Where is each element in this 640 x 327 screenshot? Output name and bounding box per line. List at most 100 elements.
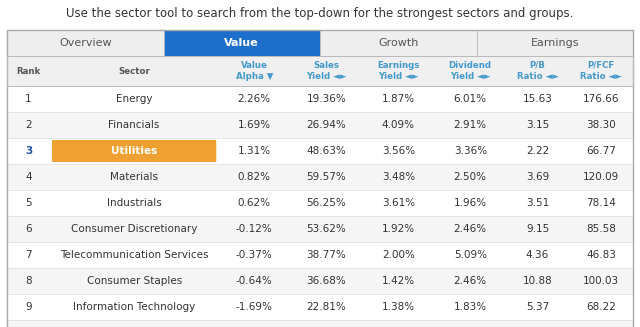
Text: 0.62%: 0.62% bbox=[238, 198, 271, 208]
Bar bbox=[7, 138, 633, 164]
Text: 5.09%: 5.09% bbox=[454, 250, 487, 260]
Text: 56.25%: 56.25% bbox=[307, 198, 346, 208]
Bar bbox=[477, 30, 633, 56]
Text: 1.38%: 1.38% bbox=[381, 302, 415, 312]
Text: 2.46%: 2.46% bbox=[454, 276, 487, 286]
Text: Utilities: Utilities bbox=[111, 146, 157, 156]
Text: 100.03: 100.03 bbox=[583, 276, 619, 286]
Text: 2.91%: 2.91% bbox=[454, 120, 487, 130]
Bar bbox=[163, 30, 320, 56]
Text: 3.56%: 3.56% bbox=[381, 146, 415, 156]
Bar bbox=[7, 30, 163, 56]
Text: 6: 6 bbox=[25, 224, 32, 234]
Text: Growth: Growth bbox=[378, 38, 419, 48]
Text: 4: 4 bbox=[25, 172, 32, 182]
Bar bbox=[7, 190, 633, 216]
Text: 19.36%: 19.36% bbox=[307, 94, 346, 104]
Text: 2.46%: 2.46% bbox=[454, 224, 487, 234]
Text: 2: 2 bbox=[25, 120, 32, 130]
Text: 9: 9 bbox=[25, 302, 32, 312]
Text: Use the sector tool to search from the top-down for the strongest sectors and gr: Use the sector tool to search from the t… bbox=[67, 8, 573, 21]
Text: -1.69%: -1.69% bbox=[236, 302, 273, 312]
Text: 78.14: 78.14 bbox=[586, 198, 616, 208]
Text: 1.92%: 1.92% bbox=[381, 224, 415, 234]
Bar bbox=[7, 112, 633, 138]
Text: 2.22: 2.22 bbox=[526, 146, 549, 156]
Text: 4.36: 4.36 bbox=[526, 250, 549, 260]
Text: 53.62%: 53.62% bbox=[307, 224, 346, 234]
Text: 46.83: 46.83 bbox=[586, 250, 616, 260]
Text: 1.42%: 1.42% bbox=[381, 276, 415, 286]
Text: 3.69: 3.69 bbox=[526, 172, 549, 182]
Text: Energy: Energy bbox=[116, 94, 152, 104]
Text: 176.66: 176.66 bbox=[582, 94, 619, 104]
FancyBboxPatch shape bbox=[52, 140, 216, 162]
Text: 85.58: 85.58 bbox=[586, 224, 616, 234]
Text: Consumer Discretionary: Consumer Discretionary bbox=[71, 224, 197, 234]
Bar bbox=[320, 30, 477, 56]
Text: 3.61%: 3.61% bbox=[381, 198, 415, 208]
Text: Materials: Materials bbox=[110, 172, 158, 182]
Text: 1.96%: 1.96% bbox=[454, 198, 487, 208]
Bar bbox=[7, 268, 633, 294]
Text: 2.26%: 2.26% bbox=[237, 94, 271, 104]
Text: 59.57%: 59.57% bbox=[307, 172, 346, 182]
Text: 10.88: 10.88 bbox=[523, 276, 552, 286]
Text: Information Technology: Information Technology bbox=[73, 302, 195, 312]
Bar bbox=[7, 164, 633, 190]
Bar bbox=[7, 216, 633, 242]
Text: 7: 7 bbox=[25, 250, 32, 260]
Text: Earnings
Yield ◄►: Earnings Yield ◄► bbox=[377, 61, 419, 81]
Text: 8: 8 bbox=[25, 276, 32, 286]
Text: 3: 3 bbox=[25, 146, 32, 156]
Text: 1: 1 bbox=[25, 94, 32, 104]
Text: Telecommunication Services: Telecommunication Services bbox=[60, 250, 209, 260]
Text: Overview: Overview bbox=[59, 38, 111, 48]
Bar bbox=[7, 294, 633, 320]
Text: 68.22: 68.22 bbox=[586, 302, 616, 312]
Text: -0.64%: -0.64% bbox=[236, 276, 273, 286]
Text: 3.15: 3.15 bbox=[526, 120, 549, 130]
Text: 3.36%: 3.36% bbox=[454, 146, 487, 156]
Text: 2.50%: 2.50% bbox=[454, 172, 487, 182]
Bar bbox=[7, 86, 633, 112]
Text: Sales
Yield ◄►: Sales Yield ◄► bbox=[306, 61, 346, 81]
Text: P/B
Ratio ◄►: P/B Ratio ◄► bbox=[516, 61, 559, 81]
Text: Financials: Financials bbox=[108, 120, 160, 130]
Text: 38.30: 38.30 bbox=[586, 120, 616, 130]
Text: 2.00%: 2.00% bbox=[382, 250, 415, 260]
Text: 3.51: 3.51 bbox=[526, 198, 549, 208]
Text: Dividend
Yield ◄►: Dividend Yield ◄► bbox=[449, 61, 492, 81]
Text: Value: Value bbox=[225, 38, 259, 48]
Text: 120.09: 120.09 bbox=[583, 172, 619, 182]
Text: 66.77: 66.77 bbox=[586, 146, 616, 156]
Bar bbox=[7, 56, 633, 86]
Bar bbox=[7, 242, 633, 268]
Text: 5: 5 bbox=[25, 198, 32, 208]
Text: 0.82%: 0.82% bbox=[238, 172, 271, 182]
Text: Rank: Rank bbox=[17, 66, 41, 76]
Text: 6.01%: 6.01% bbox=[454, 94, 487, 104]
Text: P/FCF
Ratio ◄►: P/FCF Ratio ◄► bbox=[580, 61, 622, 81]
Text: 1.87%: 1.87% bbox=[381, 94, 415, 104]
Text: 22.81%: 22.81% bbox=[307, 302, 346, 312]
Text: -0.12%: -0.12% bbox=[236, 224, 273, 234]
Text: 1.31%: 1.31% bbox=[237, 146, 271, 156]
Text: 5.37: 5.37 bbox=[526, 302, 549, 312]
Text: Value
Alpha ▼: Value Alpha ▼ bbox=[236, 61, 273, 81]
Text: Consumer Staples: Consumer Staples bbox=[86, 276, 182, 286]
Text: 3.48%: 3.48% bbox=[381, 172, 415, 182]
Bar bbox=[7, 56, 633, 86]
Text: 4.09%: 4.09% bbox=[381, 120, 415, 130]
Text: 9.15: 9.15 bbox=[526, 224, 549, 234]
Text: Sector: Sector bbox=[118, 66, 150, 76]
Text: 38.77%: 38.77% bbox=[307, 250, 346, 260]
Text: 48.63%: 48.63% bbox=[307, 146, 346, 156]
Text: Earnings: Earnings bbox=[531, 38, 579, 48]
Text: 1.69%: 1.69% bbox=[237, 120, 271, 130]
Text: -0.37%: -0.37% bbox=[236, 250, 273, 260]
Text: 26.94%: 26.94% bbox=[307, 120, 346, 130]
Text: 15.63: 15.63 bbox=[523, 94, 552, 104]
Text: Industrials: Industrials bbox=[107, 198, 161, 208]
Text: 36.68%: 36.68% bbox=[307, 276, 346, 286]
